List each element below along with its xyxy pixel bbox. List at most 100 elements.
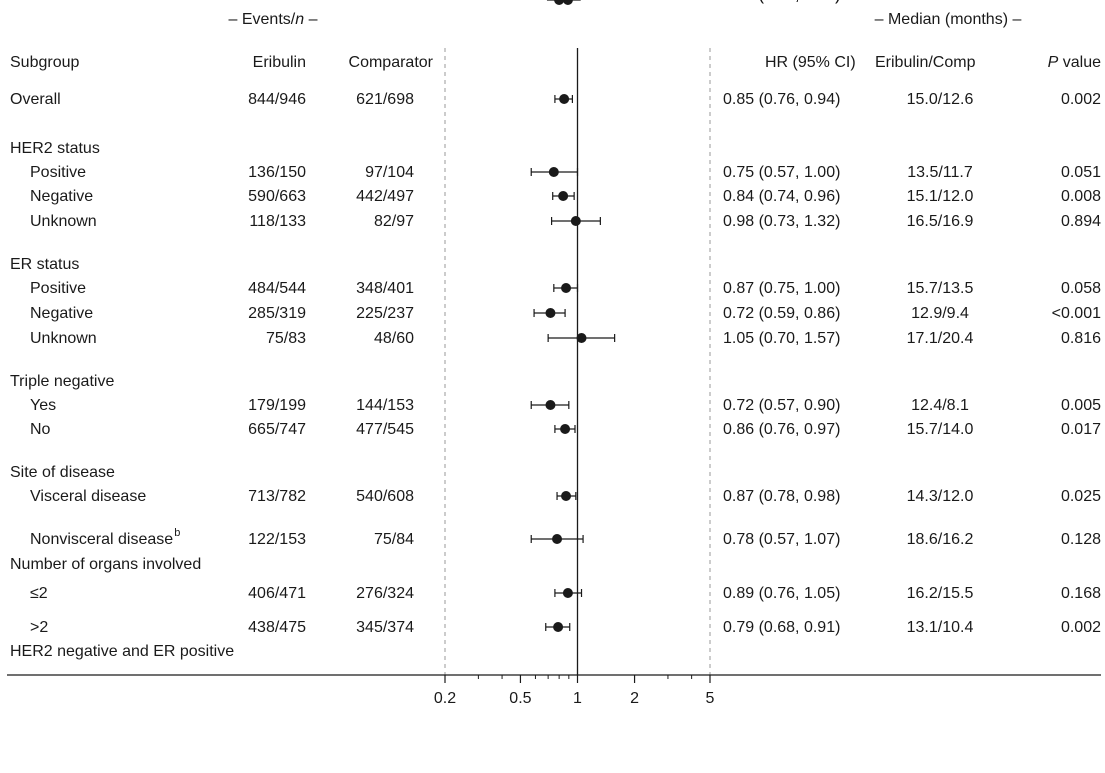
tick-label: 2 [630,690,639,707]
tick-label: 0.5 [509,690,531,707]
hr-point [562,0,573,5]
eribulin-header: Eribulin [253,54,306,71]
hr-ci-value: 0.72 (0.57, 0.90) [723,397,840,414]
forest-row-mark [553,0,581,5]
hr-ci-value: 0.72 (0.59, 0.86) [723,305,840,322]
eribulin-events: 285/319 [248,305,306,322]
subgroup-label: Negative [30,305,93,322]
median-value: 15.1/12.0 [907,188,974,205]
subgroup-header: Subgroup [10,54,79,71]
p-value: 0.058 [1061,280,1101,297]
comparator-events: 48/60 [374,330,414,347]
hr-ci-value: 0.78 (0.57, 1.07) [723,531,840,548]
median-value: 15.7/14.3 [907,0,974,4]
forest-row-mark [545,622,571,632]
eribulin-events: 484/544 [248,280,306,297]
median-value: 15.7/14.0 [907,421,974,438]
subgroup-label: No [30,421,51,438]
forest-row-mark [556,491,577,501]
forest-row-mark [554,94,574,104]
subgroup-label: Yes [30,0,56,4]
p-value: 0.168 [1061,585,1101,602]
p-value: 0.128 [1061,531,1101,548]
forest-row-mark [554,588,583,598]
subgroup-heading: HER2 status [10,140,100,157]
subgroup-heading: HER2 negative and ER positive [10,643,234,660]
hr-ci-value: 0.87 (0.78, 0.98) [723,488,840,505]
tick-label: 0.2 [434,690,456,707]
forest-row-mark [546,0,571,5]
subgroup-label: Nonvisceral disease [30,531,173,548]
hr-ci-value: 0.89 (0.76, 1.05) [723,585,840,602]
median-value: 13.1/10.4 [907,619,974,636]
hr-ci-value: 0.87 (0.75, 1.00) [723,280,840,297]
eribulin-events: 713/782 [248,488,306,505]
eribulin-events: 122/153 [248,531,306,548]
hr-point [545,400,556,410]
comparator-events: 540/608 [356,488,414,505]
median-group-header: – Median (months) – [875,11,1022,28]
p-value: 0.017 [1061,421,1101,438]
median-value: 17.1/20.4 [907,330,974,347]
table-rows: Overall 844/946 621/698 0.85 (0.76, 0.94) 15… [10,0,1101,660]
forest-marks [530,0,616,632]
forest-row-mark [533,308,566,318]
p-value: 0.025 [1061,488,1101,505]
subgroup-label: Positive [30,164,86,181]
median-value: 13.5/11.7 [907,164,973,181]
p-value: 0.005 [1061,397,1101,414]
p-value: 0.002 [1061,0,1101,4]
median-value: 14.3/12.0 [907,488,974,505]
comparator-events: 270/314 [356,0,414,4]
median-value: 15.7/13.5 [907,280,974,297]
p-value: 0.894 [1061,213,1101,230]
median-value: 14.3/11.2 [907,0,973,4]
subgroup-label: Yes [30,397,56,414]
comparator-events: 477/545 [356,421,414,438]
hr-point [570,216,581,226]
comparator-events: 351/384 [356,0,414,4]
table-headers: – Events/n – – Median (months) – Subgrou… [10,11,1101,71]
subgroup-label: Unknown [30,213,97,230]
p-value: 0.051 [1061,164,1101,181]
hr-point [548,167,559,177]
hr-point [561,283,572,293]
p-value: 0.002 [1061,619,1101,636]
forest-row-mark [530,167,579,177]
hr-point [562,588,573,598]
forest-row-mark [530,534,584,544]
median-value: 18.6/16.2 [907,531,974,548]
hr-ci-value: 0.85 (0.76, 0.94) [723,91,840,108]
subgroup-label: Visceral disease [30,488,146,505]
median-value: 12.9/9.4 [911,305,969,322]
forest-row-mark [530,400,570,410]
median-value: 16.2/15.5 [907,585,974,602]
forest-row-mark [554,424,576,434]
subgroup-label: Unknown [30,330,97,347]
comparator-header: Comparator [349,54,434,71]
comparator-events: 276/324 [356,585,414,602]
eribulin-events: 844/946 [248,91,306,108]
axis-lines [7,48,1101,676]
hr-point [554,0,565,5]
forest-row-mark [552,191,575,201]
subgroup-label: Positive [30,280,86,297]
tick-label: 5 [706,690,715,707]
forest-row-mark [550,216,601,226]
eribulin-events: 136/150 [248,164,306,181]
comparator-events: 97/104 [365,164,414,181]
forest-row-mark [547,333,616,343]
events-group-header: – Events/n – [229,11,318,28]
hr-point [545,308,556,318]
eribulin-events: 406/471 [248,585,306,602]
subgroup-heading: Triple negative [10,373,114,390]
comparator-events: 348/401 [356,280,414,297]
footnote-marker: b [174,527,180,539]
hr-ci-value: 1.05 (0.70, 1.57) [723,330,840,347]
subgroup-label: Negative [30,188,93,205]
comparator-events: 442/497 [356,188,414,205]
subgroup-heading: Number of organs involved [10,556,201,573]
p-value: 0.002 [1061,91,1101,108]
eribulin-events: 665/747 [248,421,306,438]
p-value: 0.152 [1061,0,1101,4]
